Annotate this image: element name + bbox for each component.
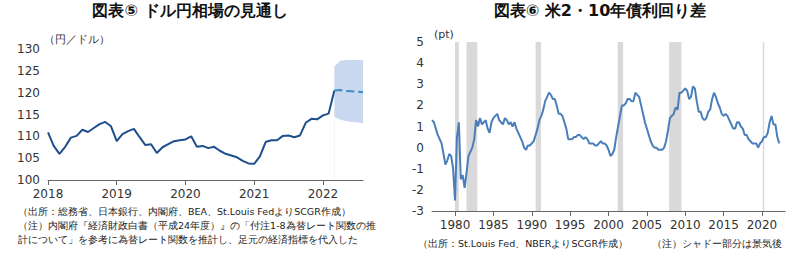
svg-text:2020: 2020 bbox=[170, 187, 201, 201]
svg-text:2022: 2022 bbox=[308, 187, 339, 201]
svg-text:計について」を参考に為替レート関数を推計し、足元の経済指標を: 計について」を参考に為替レート関数を推計し、足元の経済指標を代入した bbox=[18, 234, 358, 245]
svg-text:図表⑤ ドル円相場の見通し: 図表⑤ ドル円相場の見通し bbox=[92, 1, 287, 20]
svg-text:0: 0 bbox=[416, 141, 424, 155]
svg-text:1980: 1980 bbox=[440, 218, 471, 232]
svg-text:125: 125 bbox=[17, 64, 40, 78]
svg-text:2: 2 bbox=[416, 98, 424, 112]
svg-text:4: 4 bbox=[416, 56, 424, 70]
svg-text:1990: 1990 bbox=[516, 218, 547, 232]
svg-text:-1: -1 bbox=[412, 162, 424, 176]
svg-text:2015: 2015 bbox=[708, 218, 739, 232]
svg-text:1995: 1995 bbox=[555, 218, 586, 232]
svg-text:2005: 2005 bbox=[632, 218, 663, 232]
svg-text:-2: -2 bbox=[412, 183, 424, 197]
svg-text:100: 100 bbox=[17, 173, 40, 187]
svg-text:3: 3 bbox=[416, 77, 424, 91]
svg-text:（注）シャドー部分は景気後: （注）シャドー部分は景気後 bbox=[652, 238, 782, 249]
svg-text:2019: 2019 bbox=[101, 187, 132, 201]
svg-text:2000: 2000 bbox=[593, 218, 624, 232]
svg-text:130: 130 bbox=[17, 42, 40, 56]
svg-text:2018: 2018 bbox=[33, 187, 64, 201]
svg-text:2010: 2010 bbox=[670, 218, 701, 232]
svg-text:120: 120 bbox=[17, 86, 40, 100]
svg-text:1985: 1985 bbox=[478, 218, 509, 232]
svg-text:110: 110 bbox=[17, 129, 40, 143]
svg-text:115: 115 bbox=[17, 108, 40, 122]
svg-text:（円／ドル）: （円／ドル） bbox=[44, 33, 110, 46]
svg-text:2021: 2021 bbox=[239, 187, 270, 201]
svg-text:-3: -3 bbox=[412, 204, 424, 218]
svg-text:図表⑥ 米2・10年債利回り差: 図表⑥ 米2・10年債利回り差 bbox=[494, 1, 707, 20]
svg-text:（出所：総務省、日本銀行、内閣府、BEA、St.Louis: （出所：総務省、日本銀行、内閣府、BEA、St.Louis FedよりSCGR作… bbox=[18, 206, 351, 217]
svg-text:2020: 2020 bbox=[747, 218, 778, 232]
svg-text:（出所：St.Louis Fed、NBERよりSCGR作成）: （出所：St.Louis Fed、NBERよりSCGR作成） bbox=[418, 238, 628, 249]
svg-text:（注）内閣府『経済財政白書（平成24年度）』の「付注1-8為: （注）内閣府『経済財政白書（平成24年度）』の「付注1-8為替レート関数の推 bbox=[18, 220, 376, 231]
svg-text:105: 105 bbox=[17, 151, 40, 165]
svg-text:1: 1 bbox=[416, 120, 424, 134]
svg-text:(pt): (pt) bbox=[434, 28, 454, 41]
svg-text:5: 5 bbox=[416, 35, 424, 49]
